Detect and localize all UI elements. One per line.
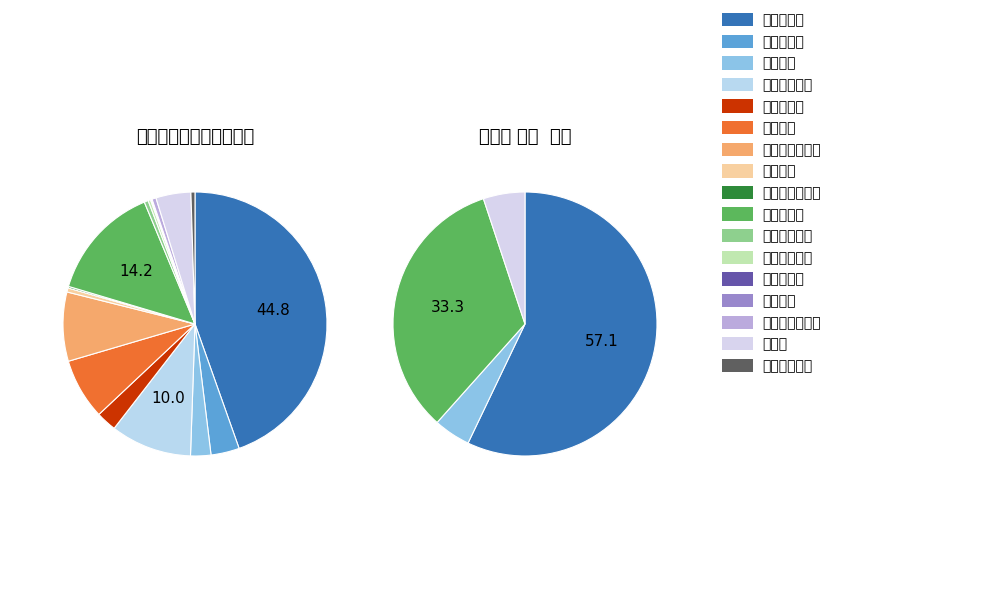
Wedge shape [437,324,525,443]
Title: セ・リーグ全プレイヤー: セ・リーグ全プレイヤー [136,128,254,146]
Wedge shape [483,192,525,324]
Legend: ストレート, ツーシーム, シュート, カットボール, スプリット, フォーク, チェンジアップ, シンカー, 高速スライダー, スライダー, 縦スライダー, : ストレート, ツーシーム, シュート, カットボール, スプリット, フォーク,… [722,13,821,373]
Wedge shape [63,292,195,361]
Wedge shape [99,324,195,428]
Text: 10.0: 10.0 [151,391,185,406]
Wedge shape [191,192,195,324]
Wedge shape [148,200,195,324]
Wedge shape [151,199,195,324]
Text: 57.1: 57.1 [585,334,619,349]
Wedge shape [468,192,657,456]
Text: 44.8: 44.8 [256,303,290,318]
Title: 大瀬良 大地  選手: 大瀬良 大地 選手 [479,128,571,146]
Wedge shape [152,198,195,324]
Wedge shape [68,286,195,324]
Wedge shape [195,192,327,448]
Wedge shape [144,200,195,324]
Wedge shape [67,288,195,324]
Text: 14.2: 14.2 [119,263,153,278]
Wedge shape [156,192,195,324]
Wedge shape [114,324,195,456]
Wedge shape [68,324,195,415]
Wedge shape [68,202,195,324]
Wedge shape [195,324,239,455]
Wedge shape [393,199,525,422]
Text: 33.3: 33.3 [430,301,465,316]
Wedge shape [190,324,211,456]
Wedge shape [151,199,195,324]
